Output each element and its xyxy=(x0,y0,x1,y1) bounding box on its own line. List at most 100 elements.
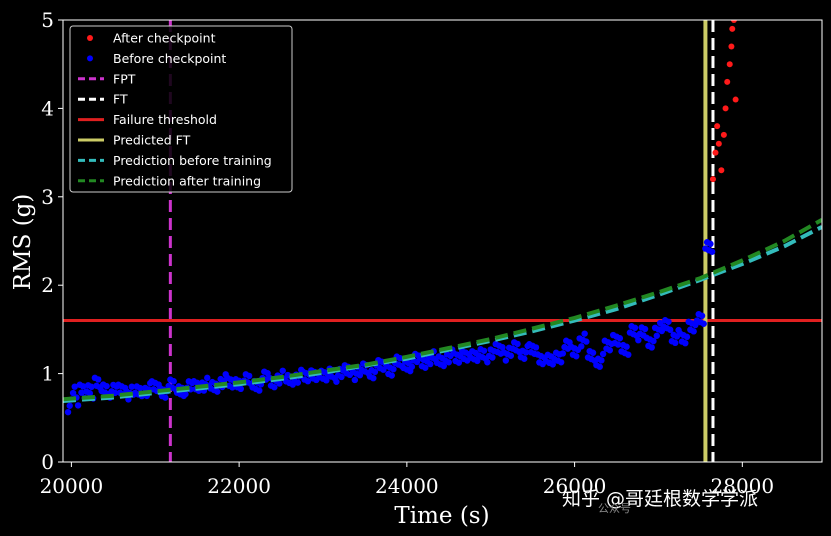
point-after-checkpoint xyxy=(714,123,721,130)
point-before-checkpoint xyxy=(78,389,85,396)
point-before-checkpoint xyxy=(589,349,597,356)
point-before-checkpoint xyxy=(635,336,642,344)
point-before-checkpoint xyxy=(650,337,657,345)
point-before-checkpoint xyxy=(672,339,679,347)
point-before-checkpoint xyxy=(170,378,177,385)
point-before-checkpoint xyxy=(641,325,649,333)
point-before-checkpoint xyxy=(598,357,605,364)
x-tick-label: 28000 xyxy=(711,474,775,498)
plot-area xyxy=(63,20,822,462)
point-before-checkpoint xyxy=(396,355,404,362)
x-tick-label: 22000 xyxy=(207,474,271,498)
point-before-checkpoint xyxy=(682,339,689,347)
point-before-checkpoint xyxy=(271,384,278,391)
point-after-checkpoint xyxy=(728,43,735,50)
point-before-checkpoint xyxy=(480,347,488,354)
point-before-checkpoint xyxy=(559,350,567,357)
point-before-checkpoint xyxy=(581,330,588,337)
point-after-checkpoint xyxy=(720,131,727,138)
legend-label: Before checkpoint xyxy=(113,51,226,66)
point-before-checkpoint xyxy=(408,363,416,370)
legend-item: Failure threshold xyxy=(78,112,217,127)
legend-label: Failure threshold xyxy=(113,112,217,127)
point-after-checkpoint xyxy=(724,78,731,85)
point-before-checkpoint xyxy=(237,385,244,393)
curve-prediction-after-training xyxy=(63,218,822,402)
point-before-checkpoint xyxy=(74,402,82,409)
point-before-checkpoint xyxy=(615,341,622,348)
point-before-checkpoint xyxy=(573,353,580,360)
y-tick-label: 2 xyxy=(41,273,54,297)
point-before-checkpoint xyxy=(499,344,506,351)
x-tick-label: 26000 xyxy=(543,474,607,498)
point-before-checkpoint xyxy=(549,361,556,368)
y-tick-label: 5 xyxy=(41,8,54,32)
point-before-checkpoint xyxy=(86,390,94,397)
point-before-checkpoint xyxy=(256,387,263,394)
point-before-checkpoint xyxy=(79,383,87,390)
point-before-checkpoint xyxy=(182,390,189,398)
point-after-checkpoint xyxy=(718,167,725,174)
point-before-checkpoint xyxy=(578,343,585,350)
legend-item: Prediction before training xyxy=(78,153,272,168)
point-after-checkpoint xyxy=(712,149,719,156)
point-before-checkpoint xyxy=(371,368,379,376)
point-before-checkpoint xyxy=(623,343,630,350)
legend-box xyxy=(69,25,293,193)
legend-item: Prediction after training xyxy=(78,173,261,188)
point-before-checkpoint xyxy=(532,344,540,351)
x-tick-label: 24000 xyxy=(375,474,439,498)
legend-label: FPT xyxy=(113,71,136,86)
point-after-checkpoint xyxy=(709,176,716,183)
x-tick-label: 20000 xyxy=(40,474,104,498)
point-before-checkpoint xyxy=(64,408,72,416)
point-before-checkpoint xyxy=(583,338,590,345)
legend-marker xyxy=(87,55,93,62)
point-before-checkpoint xyxy=(616,335,624,342)
point-before-checkpoint xyxy=(276,380,283,387)
legend-item: Predicted FT xyxy=(78,133,191,148)
point-before-checkpoint xyxy=(690,328,697,335)
point-before-checkpoint xyxy=(445,359,452,366)
legend-item: After checkpoint xyxy=(87,31,216,46)
point-before-checkpoint xyxy=(484,359,491,366)
point-before-checkpoint xyxy=(351,376,359,384)
point-after-checkpoint xyxy=(732,96,739,103)
point-before-checkpoint xyxy=(474,357,481,365)
point-before-checkpoint xyxy=(323,377,330,384)
point-before-checkpoint xyxy=(71,383,78,390)
point-before-checkpoint xyxy=(507,352,515,359)
plot-content xyxy=(63,20,822,462)
point-before-checkpoint xyxy=(338,373,345,381)
point-before-checkpoint xyxy=(69,389,77,397)
point-after-checkpoint xyxy=(730,20,737,23)
point-after-checkpoint xyxy=(715,140,722,147)
point-before-checkpoint xyxy=(279,367,286,374)
point-before-checkpoint xyxy=(88,383,95,391)
point-before-checkpoint xyxy=(489,354,496,361)
point-before-checkpoint xyxy=(700,320,707,327)
point-before-checkpoint xyxy=(390,365,397,373)
point-before-checkpoint xyxy=(95,376,102,383)
point-before-checkpoint xyxy=(625,351,632,358)
y-axis-label: RMS (g) xyxy=(10,194,36,291)
point-before-checkpoint xyxy=(455,359,463,366)
legend-item: FPT xyxy=(78,71,136,86)
axes: 20000 22000 24000 26000 28000 0 1 2 3 4 5 xyxy=(40,8,823,498)
point-before-checkpoint xyxy=(521,355,528,362)
point-before-checkpoint xyxy=(683,333,691,341)
point-before-checkpoint xyxy=(333,378,340,385)
y-tick-label: 1 xyxy=(41,362,54,386)
watermark: 知乎 @哥廷根数学学派 公众号 xyxy=(562,488,758,515)
point-after-checkpoint xyxy=(726,61,733,68)
point-before-checkpoint xyxy=(667,326,674,333)
point-before-checkpoint xyxy=(214,388,221,395)
legend-item: Before checkpoint xyxy=(87,51,226,66)
point-after-checkpoint xyxy=(729,25,736,32)
point-before-checkpoint xyxy=(162,394,169,401)
point-before-checkpoint xyxy=(631,324,639,332)
watermark-text: 知乎 @哥廷根数学学派 xyxy=(562,488,758,510)
legend-label: Prediction before training xyxy=(113,153,272,168)
point-before-checkpoint xyxy=(356,371,364,379)
